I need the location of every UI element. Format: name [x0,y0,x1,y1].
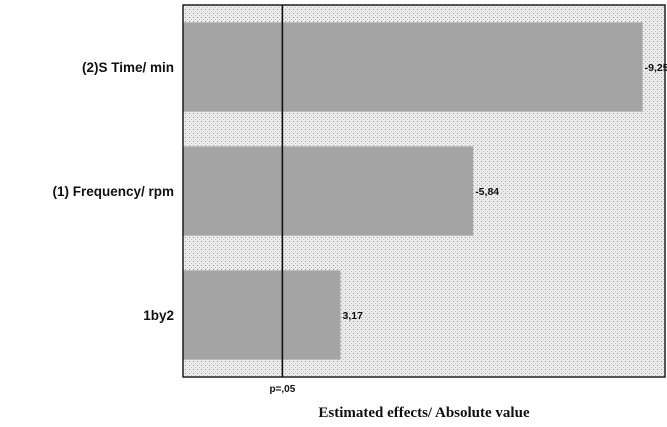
value-labels: -9,25 -5,84 3,17 [343,62,667,322]
value-label-1: -5,84 [475,186,499,198]
bar-0 [183,22,643,112]
category-labels: (2)S Time/ min (1) Frequency/ rpm 1by2 [52,60,174,323]
bar-1 [183,146,474,236]
category-label-0: (2)S Time/ min [82,60,174,75]
x-axis-title: Estimated effects/ Absolute value [318,405,530,421]
value-label-0: -9,25 [645,62,667,74]
category-label-1: (1) Frequency/ rpm [52,184,174,199]
bars-layer [183,22,643,360]
bar-2 [183,270,341,360]
value-label-2: 3,17 [343,310,364,322]
significance-label: p=,05 [269,384,295,395]
category-label-2: 1by2 [143,308,174,323]
plot-frame [182,4,666,378]
